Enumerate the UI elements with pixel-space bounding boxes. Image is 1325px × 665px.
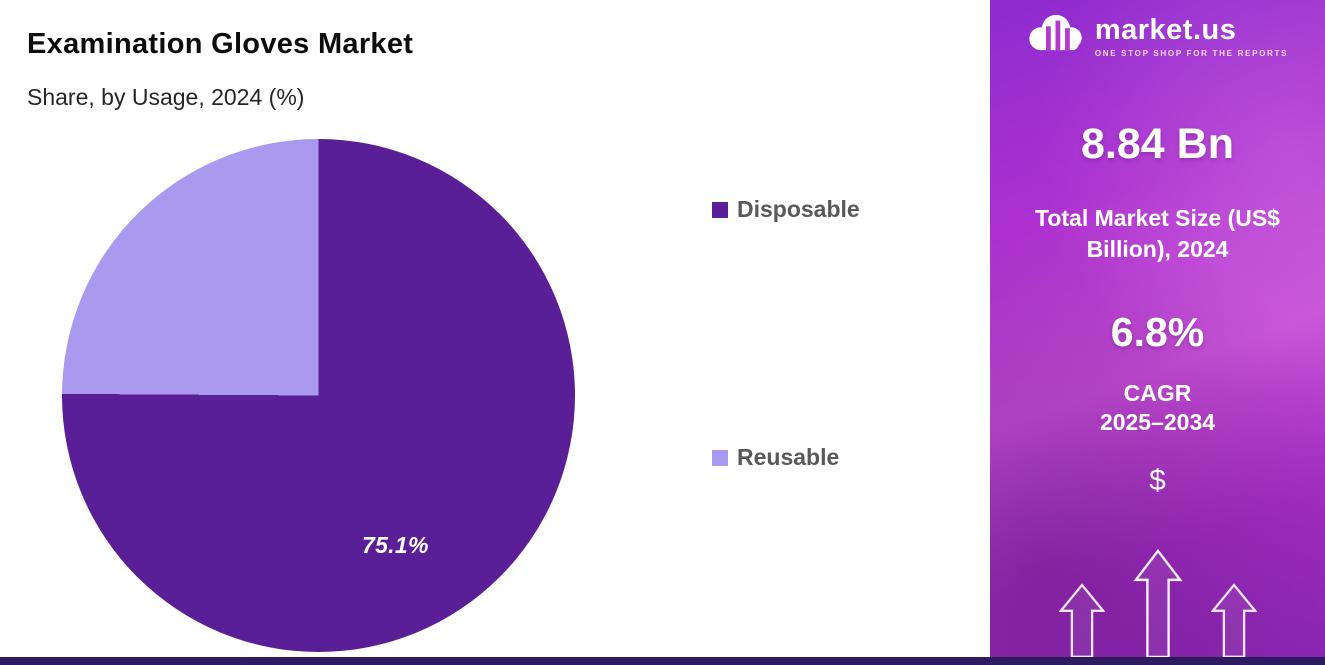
logo-name: market.us (1094, 13, 1237, 46)
legend-swatch-disposable-icon (712, 201, 728, 218)
logo-tagline: ONE STOP SHOP FOR THE REPORTS (1094, 48, 1289, 58)
brand-logo: market.us ONE STOP SHOP FOR THE REPORTS (1027, 13, 1288, 58)
cagr-label: CAGR (1123, 380, 1192, 407)
cagr-value: 6.8% (1110, 309, 1205, 356)
pie-chart: 75.1% (62, 139, 575, 652)
chart-legend: Disposable Reusable (712, 196, 860, 471)
cagr-period: 2025–2034 (1099, 409, 1216, 436)
market-size-value: 8.84 Bn (1081, 120, 1234, 168)
market-size-label: Total Market Size (US$ Billion), 2024 (1035, 205, 1280, 263)
growth-arrows (990, 549, 1325, 657)
legend-label-disposable: Disposable (737, 196, 860, 222)
pie-slice-data-label: 75.1% (362, 532, 429, 558)
dollar-icon: $ (1149, 464, 1166, 498)
cloud-bars-logo-icon (1027, 13, 1085, 58)
chart-title: Examination Gloves Market (27, 28, 414, 60)
promo-sidebar: market.us ONE STOP SHOP FOR THE REPORTS … (990, 0, 1325, 665)
up-arrow-icon (1210, 583, 1257, 657)
up-arrow-icon (1132, 549, 1183, 657)
legend-item-reusable: Reusable (712, 444, 860, 471)
legend-item-disposable: Disposable (712, 196, 860, 223)
up-arrow-icon (1058, 583, 1105, 657)
chart-subtitle: Share, by Usage, 2024 (%) (27, 84, 305, 110)
legend-label-reusable: Reusable (737, 444, 840, 470)
legend-swatch-reusable-icon (712, 449, 728, 466)
bottom-accent-bar (0, 657, 1325, 665)
